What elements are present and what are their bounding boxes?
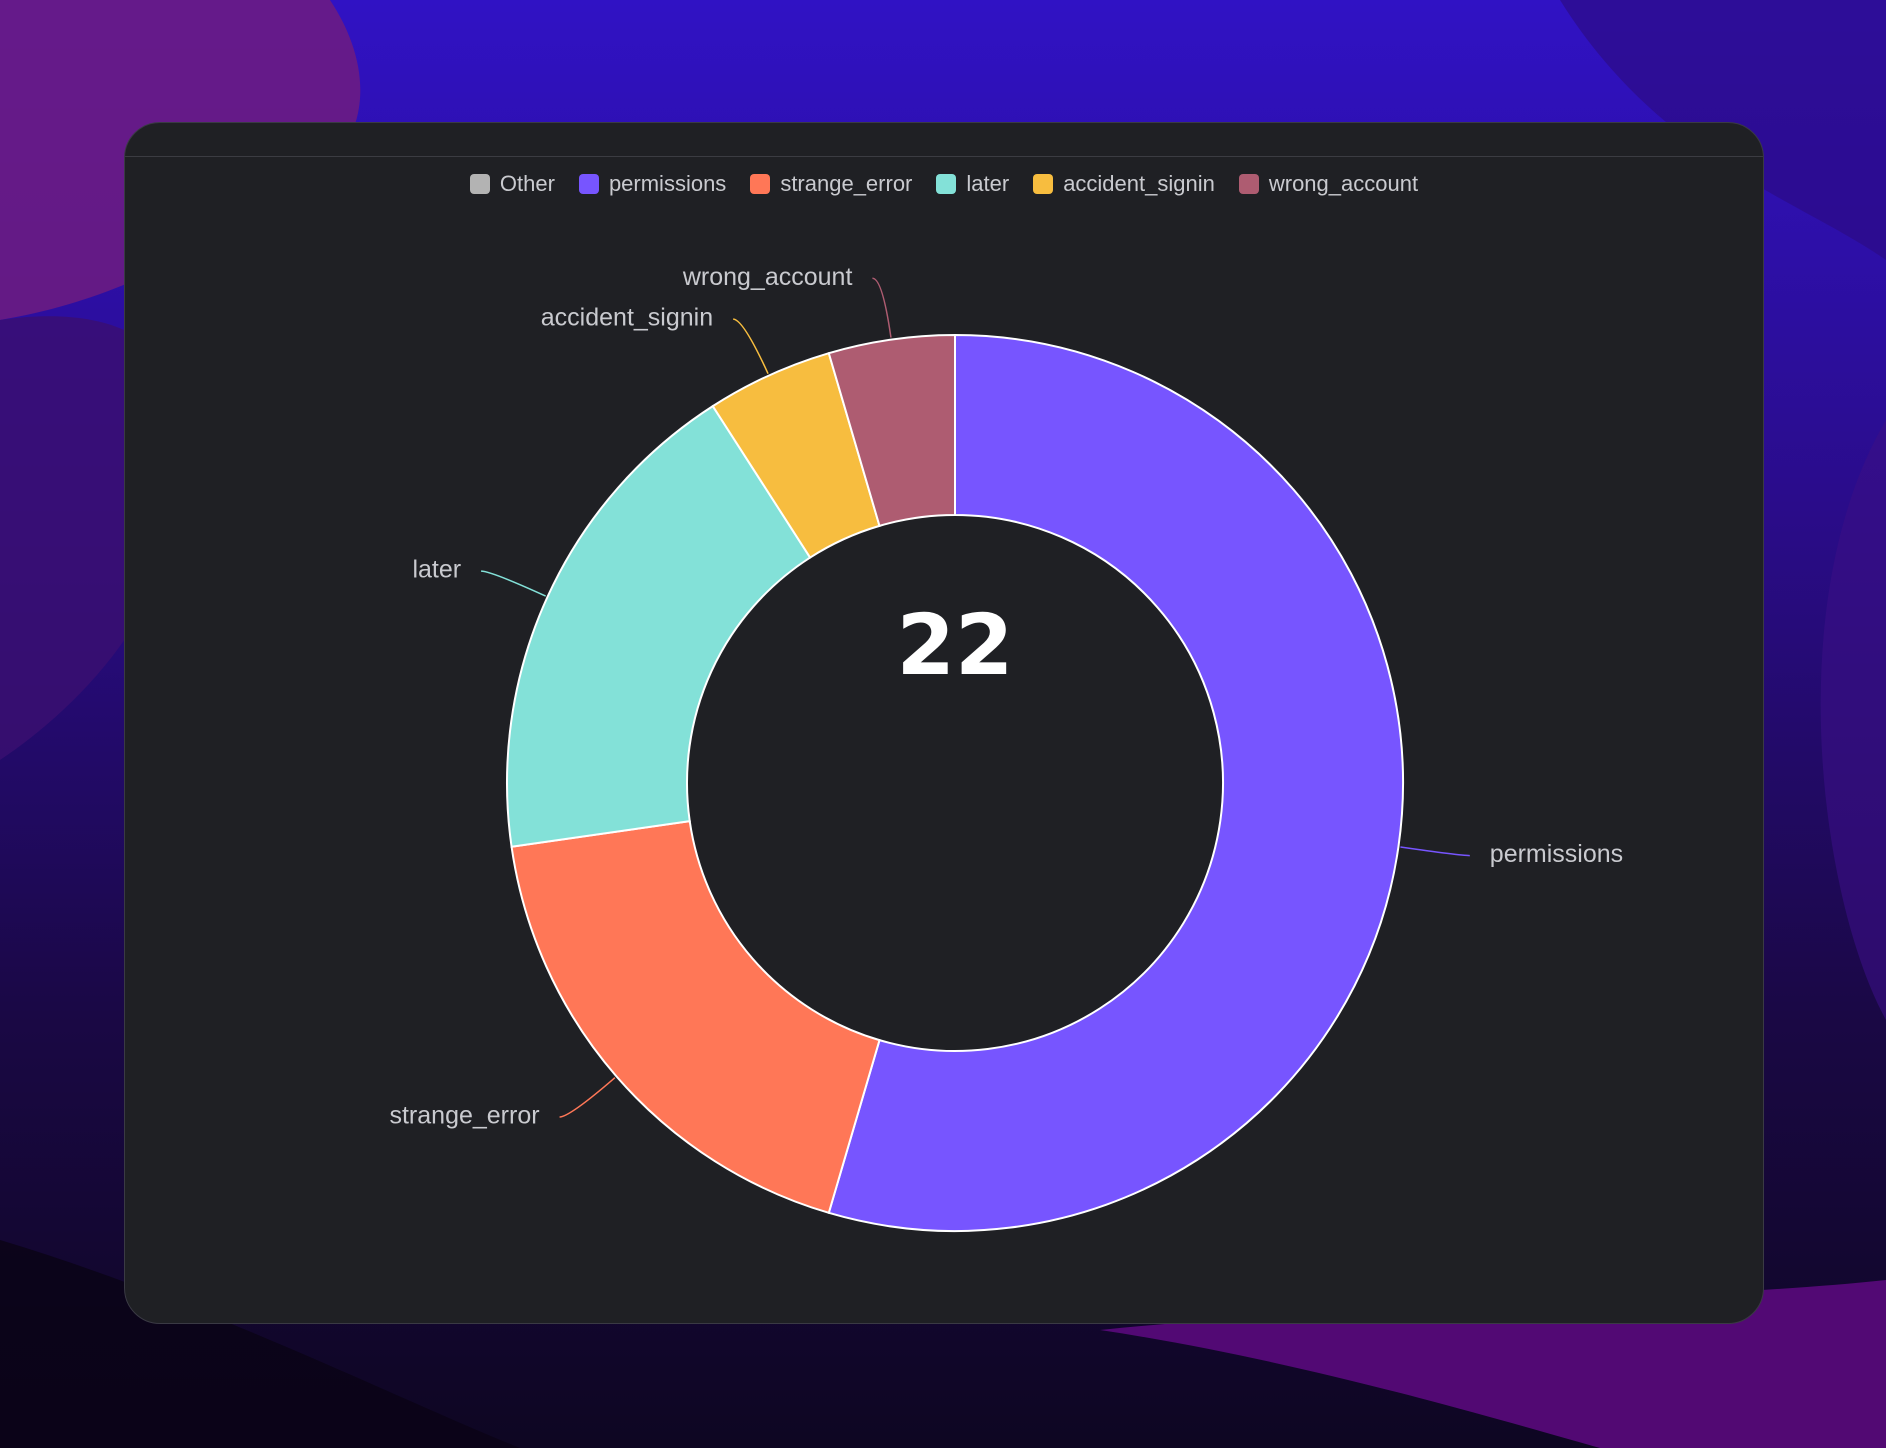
- chart-legend: Other permissions strange_error later ac…: [125, 171, 1763, 197]
- leader-line-later: [481, 570, 546, 597]
- slice-label-strange-error: strange_error: [389, 1102, 539, 1130]
- legend-swatch: [1033, 174, 1054, 194]
- legend-item-wrong-account[interactable]: wrong_account: [1238, 171, 1419, 197]
- slice-labels-layer: permissions strange_error later accident_si…: [389, 263, 1623, 1130]
- legend-item-later[interactable]: later: [936, 171, 1009, 197]
- card-header-bar: [125, 123, 1763, 157]
- leader-line-strange-error: [559, 1077, 616, 1118]
- legend-swatch: [1238, 174, 1259, 194]
- slice-label-accident-signin: accident_signin: [541, 304, 713, 332]
- legend-label: wrong_account: [1268, 171, 1419, 196]
- donut-slice-strange-error[interactable]: [510, 820, 881, 1215]
- legend-label: accident_signin: [1063, 171, 1215, 196]
- donut-chart: permissions strange_error later accident_si…: [389, 263, 1623, 1232]
- slices-layer: [506, 333, 1404, 1232]
- leader-line-permissions: [1400, 846, 1470, 857]
- donut-center-total: 22: [897, 596, 1014, 694]
- legend-item-other[interactable]: Other: [469, 171, 555, 197]
- legend-swatch: [578, 174, 599, 194]
- legend-label: later: [966, 171, 1010, 196]
- legend-label: permissions: [608, 171, 727, 196]
- donut-slice-permissions[interactable]: [827, 333, 1404, 1232]
- slice-label-permissions: permissions: [1490, 840, 1623, 868]
- slice-label-wrong-account: wrong_account: [682, 263, 853, 291]
- leader-line-wrong-account: [872, 277, 892, 338]
- donut-slice-wrong-account[interactable]: [827, 333, 956, 528]
- legend-swatch: [936, 174, 957, 194]
- legend-item-strange-error[interactable]: strange_error: [750, 171, 912, 197]
- chart-card: Other permissions strange_error later ac…: [124, 122, 1764, 1324]
- legend-swatch: [469, 174, 490, 194]
- legend-swatch: [750, 174, 771, 194]
- legend-label: strange_error: [780, 171, 913, 196]
- donut-slice-later[interactable]: [506, 404, 812, 848]
- slice-label-later: later: [412, 556, 461, 584]
- leader-line-accident-signin: [732, 318, 769, 374]
- legend-item-accident-signin[interactable]: accident_signin: [1033, 171, 1215, 197]
- legend-label: Other: [499, 171, 555, 196]
- legend-item-permissions[interactable]: permissions: [578, 171, 727, 197]
